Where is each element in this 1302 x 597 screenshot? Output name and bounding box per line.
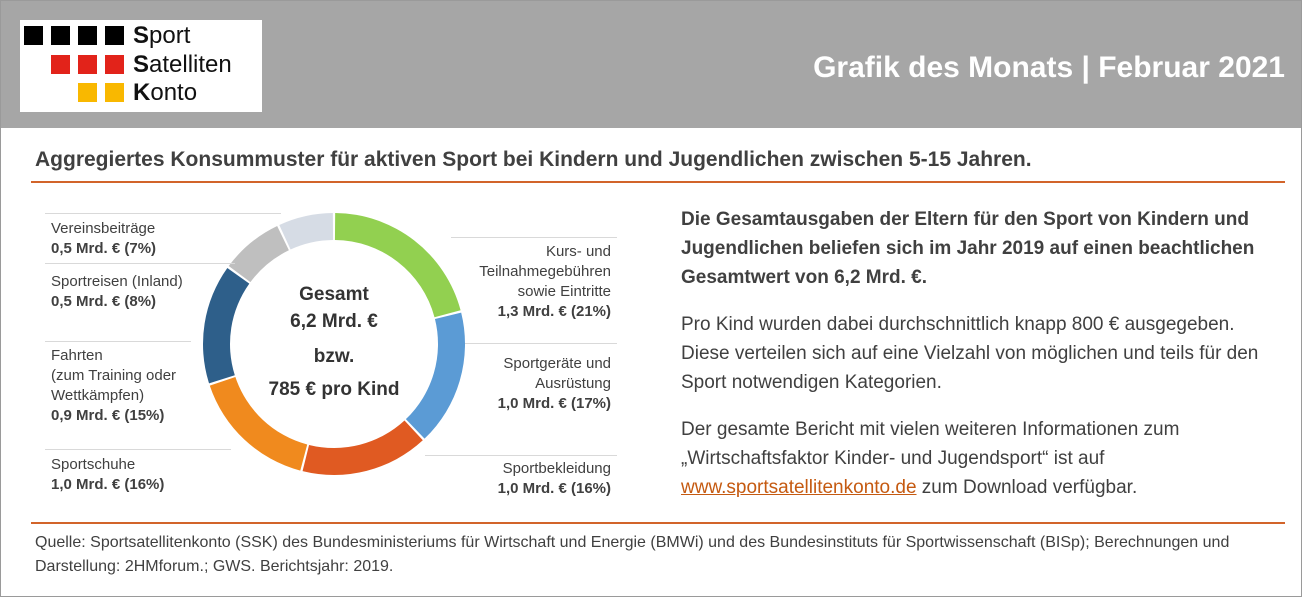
label-separator: [465, 343, 617, 344]
donut-slice: [209, 377, 308, 471]
label-separator: [425, 455, 617, 456]
download-paragraph-suffix: zum Download verfügbar.: [916, 477, 1138, 498]
logo-square: [78, 26, 97, 45]
logo-word-sport: Sport: [133, 22, 191, 49]
slice-label-sportschuhe: Sportschuhe 1,0 Mrd. € (16%): [51, 456, 165, 493]
logo-word-konto: Konto: [133, 79, 198, 106]
chart-subtitle: Aggregiertes Konsummuster für aktiven Sp…: [35, 148, 1032, 171]
chart-center-or: bzw.: [313, 346, 355, 367]
report-link[interactable]: www.sportsatellitenkonto.de: [681, 477, 917, 498]
label-separator: [45, 449, 231, 450]
label-separator: [451, 237, 617, 238]
logo-square: [78, 55, 97, 74]
chart-center-per-child: 785 € pro Kind: [268, 379, 400, 400]
slice-label-sportreisen: Sportreisen (Inland) 0,5 Mrd. € (8%): [51, 273, 183, 310]
lead-paragraph: Die Gesamtausgaben der Eltern für den Sp…: [681, 209, 1255, 288]
slice-label-sportgeraete: Sportgeräte und Ausrüstung 1,0 Mrd. € (1…: [497, 355, 611, 412]
download-paragraph: Der gesamte Bericht mit vielen weiteren …: [681, 415, 1281, 502]
download-paragraph-text: Der gesamte Bericht mit vielen weiteren …: [681, 419, 1180, 469]
donut-chart: [203, 213, 465, 475]
logo-square: [51, 26, 70, 45]
source-note: Quelle: Sportsatellitenkonto (SSK) des B…: [35, 534, 1230, 575]
header-title: Grafik des Monats | Februar 2021: [813, 51, 1285, 84]
divider-bottom: [31, 522, 1285, 524]
per-child-paragraph: Pro Kind wurden dabei durchschnittlich k…: [681, 314, 1259, 393]
donut-slice: [203, 267, 250, 384]
label-separator: [45, 341, 191, 342]
donut-slice: [334, 213, 461, 318]
logo-square: [105, 26, 124, 45]
logo-square: [105, 55, 124, 74]
header-bar: Sport Satelliten Konto Grafik des Monats…: [1, 1, 1301, 128]
logo-square: [105, 83, 124, 102]
donut-slice: [405, 312, 465, 439]
donut-slice: [302, 420, 423, 475]
donut-slice: [228, 225, 289, 283]
label-separator: [45, 213, 281, 214]
logo-square: [78, 83, 97, 102]
logo-word-satelliten: Satelliten: [133, 51, 232, 78]
slice-label-sportbekleidung: Sportbekleidung 1,0 Mrd. € (16%): [497, 460, 611, 497]
ssk-logo: Sport Satelliten Konto: [20, 20, 262, 112]
slice-label-fahrten: Fahrten (zum Training oder Wettkämpfen) …: [51, 347, 177, 424]
donut-slice: [279, 213, 334, 250]
logo-square: [51, 55, 70, 74]
slice-label-kurse: Kurs- und Teilnahmegebühren sowie Eintri…: [479, 243, 611, 320]
slice-label-vereinsbeitraege: Vereinsbeiträge 0,5 Mrd. € (7%): [51, 220, 157, 257]
chart-center-total-value: 6,2 Mrd. €: [290, 311, 378, 332]
logo-square: [24, 26, 43, 45]
divider-top: [31, 181, 1285, 183]
label-separator: [45, 263, 235, 264]
chart-center-total-label: Gesamt: [299, 284, 369, 305]
